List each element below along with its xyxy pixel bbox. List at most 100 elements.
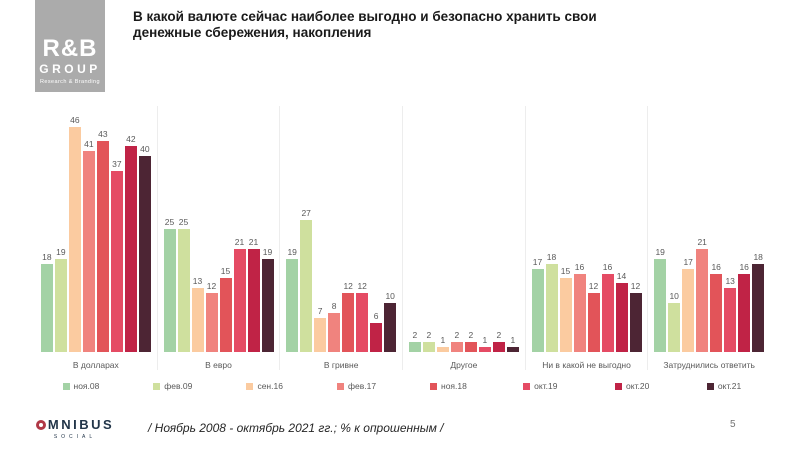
bar-value-label: 19 (262, 247, 273, 257)
bar-wrap: 37 (110, 159, 123, 352)
bar-value-label: 42 (126, 134, 136, 144)
page-number: 5 (730, 419, 736, 430)
legend-label: сен.16 (257, 381, 283, 391)
omnibus-logo-text: MNIBUS (47, 417, 115, 432)
bar (682, 269, 695, 352)
bar-wrap: 19 (54, 247, 67, 352)
bar-wrap: 16 (710, 262, 723, 352)
legend-label: фев.09 (164, 381, 193, 391)
rb-logo-main: R&B (42, 35, 98, 62)
bar (752, 264, 765, 352)
bar-wrap: 2 (450, 330, 463, 352)
bar-wrap: 6 (370, 311, 383, 352)
bar-value-label: 1 (482, 335, 488, 345)
bar (68, 127, 81, 352)
legend-item: ноя.08 (35, 381, 127, 391)
chart-panel: 17 18 15 16 12 16 14 12 Ни в какой не выгодно (526, 106, 649, 370)
bar-wrap: 19 (286, 247, 299, 352)
bar (219, 278, 232, 352)
bar-value-label: 16 (711, 262, 721, 272)
bar (573, 274, 586, 352)
bar-value-label: 10 (669, 291, 679, 301)
legend-swatch-icon (246, 382, 254, 390)
chart-panel: 25 25 13 12 15 21 21 19 В евро (158, 106, 281, 370)
legend-label: ноя.08 (73, 381, 100, 391)
legend-label: ноя.18 (441, 381, 467, 391)
bar-wrap: 12 (205, 281, 218, 352)
category-label: В евро (205, 360, 232, 370)
bar (668, 303, 681, 352)
rb-logo-subtitle: Research & Branding (40, 79, 100, 85)
bar-value-label: 15 (560, 266, 571, 276)
bar-wrap: 12 (342, 281, 355, 352)
bar-wrap: 16 (601, 262, 614, 352)
bar-value-label: 10 (385, 291, 395, 301)
bar-group: 18 19 46 41 43 37 42 40 (35, 106, 157, 352)
bar-value-label: 43 (98, 129, 108, 139)
legend-label: окт.19 (534, 381, 558, 391)
bar (629, 293, 642, 352)
bar-value-label: 21 (234, 237, 245, 247)
bar (408, 342, 421, 352)
bar-wrap: 12 (629, 281, 642, 352)
legend-swatch-icon (430, 382, 438, 390)
bar-value-label: 41 (84, 139, 94, 149)
legend-swatch-icon (153, 382, 161, 390)
bar (710, 274, 723, 352)
bar (356, 293, 369, 352)
bar (261, 259, 274, 352)
bar (436, 347, 449, 352)
bar (384, 303, 397, 352)
bar-value-label: 2 (496, 330, 502, 340)
bar-wrap: 1 (506, 335, 519, 352)
bar (342, 293, 355, 352)
bar (286, 259, 299, 352)
legend-swatch-icon (337, 382, 345, 390)
bar (300, 220, 313, 352)
legend-item: окт.20 (586, 381, 678, 391)
bar (422, 342, 435, 352)
bar-value-label: 18 (42, 252, 52, 262)
bar-value-label: 2 (426, 330, 432, 340)
bar (559, 278, 572, 352)
bar-wrap: 2 (492, 330, 505, 352)
bar-wrap: 46 (68, 115, 81, 352)
bar-value-label: 19 (655, 247, 665, 257)
bar-value-label: 12 (630, 281, 641, 291)
legend-item: ноя.18 (403, 381, 495, 391)
bar (724, 288, 737, 352)
bar-wrap: 21 (247, 237, 260, 352)
bar-wrap: 15 (559, 266, 572, 352)
category-label: Ни в какой не выгодно (542, 360, 631, 370)
bar-value-label: 12 (343, 281, 353, 291)
bar (205, 293, 218, 352)
bar-value-label: 46 (70, 115, 80, 125)
bar (247, 249, 260, 352)
bar (177, 229, 190, 352)
bar-value-label: 14 (616, 271, 627, 281)
bar-value-label: 13 (192, 276, 203, 286)
legend-swatch-icon (615, 382, 623, 390)
bar-wrap: 27 (300, 208, 313, 352)
category-label: Другое (450, 360, 478, 370)
bar-wrap: 40 (138, 144, 151, 352)
bar-group: 17 18 15 16 12 16 14 12 (526, 106, 648, 352)
bar-wrap: 19 (654, 247, 667, 352)
bar-value-label: 40 (140, 144, 150, 154)
bar-wrap: 18 (545, 252, 558, 352)
legend-swatch-icon (706, 382, 714, 390)
bar-chart: 18 19 46 41 43 37 42 40 В долларах 25 25 13 12 15 21 21… (35, 106, 770, 370)
footer-note: / Ноябрь 2008 - октябрь 2021 гг.; % к оп… (148, 421, 444, 435)
bar-value-label: 12 (357, 281, 367, 291)
chart-legend: ноя.08 фев.09 сен.16 фев.17 ноя.18 окт.19 окт.… (35, 381, 770, 391)
category-label: В гривне (323, 360, 359, 370)
bar-value-label: 7 (317, 306, 323, 316)
bar-wrap: 16 (738, 262, 751, 352)
chart-plot: 18 19 46 41 43 37 42 40 В долларах 25 25 13 12 15 21 21… (35, 106, 770, 370)
bar-wrap: 1 (478, 335, 491, 352)
legend-item: фев.09 (127, 381, 219, 391)
bar-wrap: 2 (408, 330, 421, 352)
chart-panel: 19 10 17 21 16 13 16 18 Затруднились ответить (648, 106, 770, 370)
legend-swatch-icon (62, 382, 70, 390)
bar (110, 171, 123, 352)
